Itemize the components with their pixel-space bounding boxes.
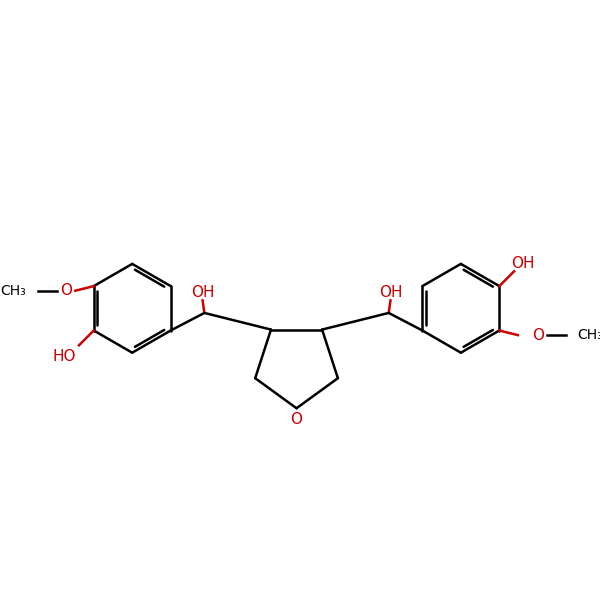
Text: CH₃: CH₃ — [1, 284, 26, 298]
Text: OH: OH — [512, 256, 535, 271]
Text: OH: OH — [379, 285, 403, 300]
Text: CH₃: CH₃ — [577, 328, 600, 342]
Text: O: O — [60, 283, 72, 298]
Text: O: O — [532, 328, 544, 343]
Text: HO: HO — [52, 349, 76, 364]
Text: O: O — [290, 412, 302, 427]
Text: OH: OH — [191, 285, 214, 300]
